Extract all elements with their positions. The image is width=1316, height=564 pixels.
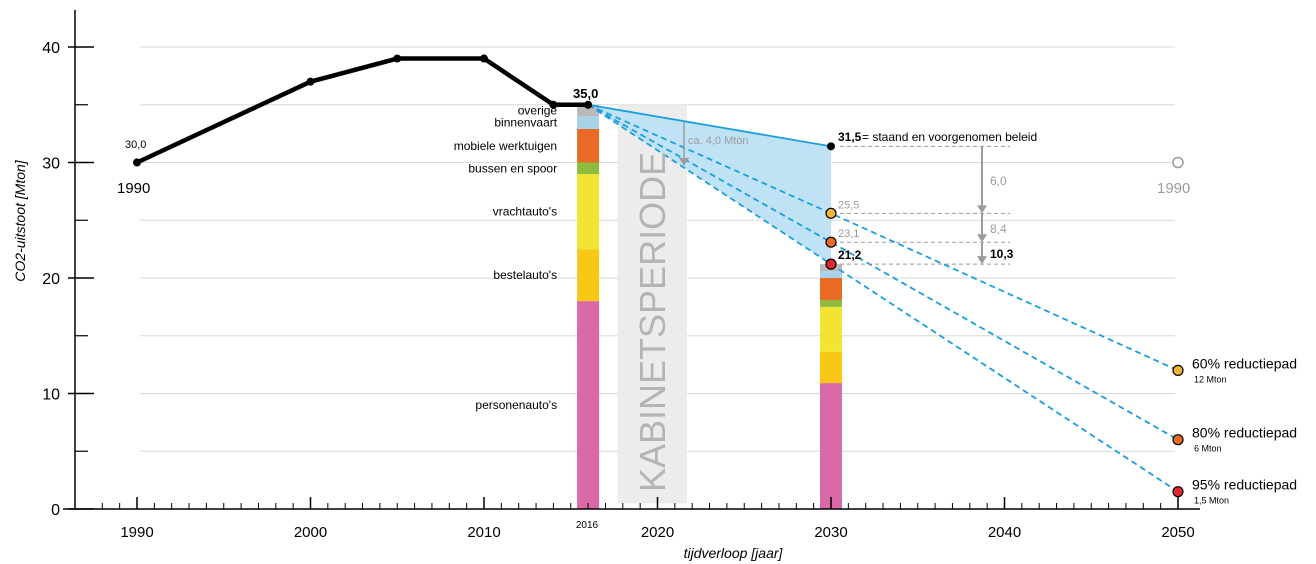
bar-2030-segment: [820, 271, 842, 278]
bar-2030-segment: [820, 299, 842, 307]
base-value-label: 35,0: [573, 86, 598, 101]
y-tick-label: 20: [42, 271, 60, 288]
bar-2016-segment: [577, 301, 600, 509]
x-tick-label: 2030: [814, 524, 847, 541]
reduction-gaps: [679, 122, 1010, 265]
gap-value-label: 10,3: [990, 247, 1014, 261]
reduction-point-2030: [825, 258, 837, 270]
x-tick-label: 1990: [120, 524, 153, 541]
start-year-label: 1990: [117, 180, 150, 197]
bar-2030-segment: [820, 383, 842, 509]
bar-segment-label: vrachtauto's: [493, 205, 557, 219]
bar-segment-label: personenauto's: [475, 398, 557, 412]
series-sub-label: 6 Mton: [1194, 444, 1222, 454]
reduction-point-2050: [1172, 364, 1184, 376]
bar-2030-segment: [820, 306, 842, 352]
history-point: [393, 54, 402, 63]
series-sub-label: 12 Mton: [1194, 374, 1227, 384]
axes: [63, 10, 1200, 510]
bar-segment-label: bussen en spoor: [468, 161, 557, 175]
y-tick-label: 30: [42, 156, 60, 173]
series-name-label: 80% reductiepad: [1192, 425, 1297, 441]
reference-year-label: 1990: [1157, 180, 1190, 197]
policy-value-label: 31,5: [838, 130, 862, 144]
series-name-label: 95% reductiepad: [1192, 477, 1297, 493]
x-tick-label: 2010: [467, 524, 500, 541]
reference-1990-marker: [1172, 156, 1184, 169]
base-year-label: 2016: [576, 520, 599, 531]
policy-point: [827, 142, 835, 151]
kabinetsperiode-rect: [617, 104, 687, 504]
gap-value-label: 8,4: [990, 222, 1007, 236]
chart-labels: CO2-uitstoot [Mton] tijdverloop [jaar] 3…: [12, 40, 1297, 561]
value-label-2030: 25,5: [838, 199, 859, 211]
y-tick-label: 0: [51, 502, 60, 519]
bar-segment-label: overige: [518, 104, 558, 118]
x-axis-label: tijdverloop [jaar]: [684, 545, 784, 561]
bar-2016-segment: [577, 162, 600, 175]
kabinetsperiode-band: [617, 104, 687, 504]
bar-2016-segment: [577, 249, 600, 302]
history-point: [133, 158, 141, 167]
history-point: [306, 77, 315, 86]
start-value-label: 30,0: [125, 139, 146, 151]
x-tick-label: 2040: [988, 524, 1021, 541]
x-tick-label: 2000: [294, 524, 327, 541]
gap-arrow-head: [977, 256, 987, 265]
bar-segment-label: binnenvaart: [494, 116, 557, 130]
kabinetsperiode-label: KABINETSPERIODE: [632, 152, 673, 492]
series-sub-label: 1,5 Mton: [1194, 496, 1229, 506]
history-point: [584, 100, 593, 109]
reduction-point-2050: [1172, 434, 1184, 446]
kabinet-reduction-label: ca. 4,0 Mton: [688, 135, 749, 147]
y-tick-label: 10: [42, 387, 60, 404]
bar-2016-segment: [577, 129, 600, 163]
bar-2016-segment: [577, 174, 600, 250]
bar-2016-segment: [577, 104, 600, 117]
reduction-point-2030: [825, 207, 837, 219]
history-line: [134, 56, 591, 165]
history-point: [480, 54, 488, 63]
y-axis-label: CO2-uitstoot [Mton]: [12, 159, 28, 281]
value-label-2030: 23,1: [838, 228, 859, 240]
bar-segment-label: mobiele werktuigen: [454, 139, 557, 153]
value-label-2030: 21,2: [838, 248, 862, 262]
bar-2016-segment: [577, 116, 600, 130]
x-tick-label: 2020: [641, 524, 674, 541]
reduction-path-line: [587, 103, 1179, 441]
data-points: [133, 54, 1184, 498]
bar-segment-label: bestelauto's: [493, 268, 557, 282]
gap-arrow-head: [977, 205, 987, 214]
gap-value-label: 6,0: [990, 174, 1007, 188]
kabinet-arrow-head: [679, 158, 689, 166]
y-tick-label: 40: [42, 40, 60, 57]
series-name-label: 60% reductiepad: [1192, 355, 1297, 371]
bar-2030-segment: [820, 278, 842, 300]
gap-arrow-head: [977, 234, 987, 243]
bar-2030-segment: [820, 351, 842, 384]
history-point: [549, 100, 558, 109]
policy-line: [587, 103, 832, 148]
x-tick-label: 2050: [1161, 524, 1194, 541]
reduction-point-2030: [825, 236, 837, 248]
sector-bars: [577, 104, 842, 509]
reduction-point-2050: [1172, 486, 1184, 498]
policy-text-label: = staand en voorgenomen beleid: [862, 130, 1037, 144]
